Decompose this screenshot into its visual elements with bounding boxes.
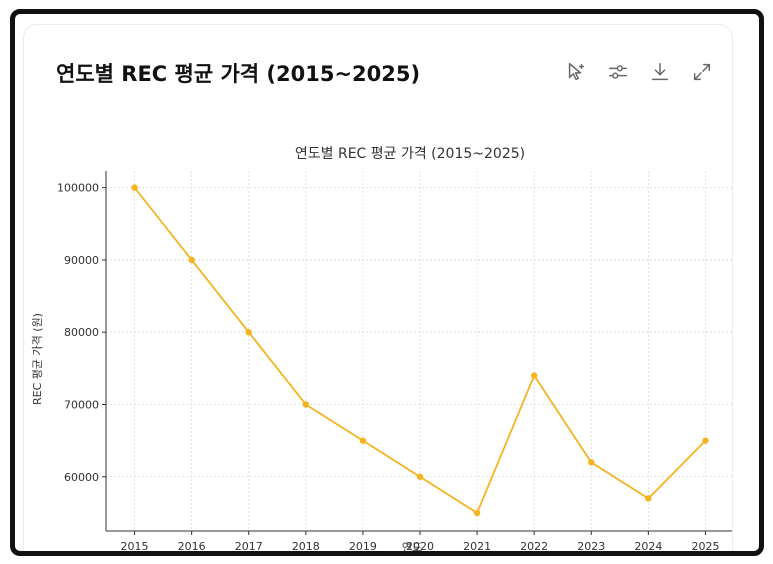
chart-title: 연도별 REC 평균 가격 (2015~2025) [295,146,525,162]
x-tick-label: 2023 [577,540,605,553]
expand-icon [693,63,711,81]
sliders-button[interactable] [604,58,632,86]
x-tick-label: 2018 [292,540,320,553]
data-point [359,437,367,444]
tick-labels: 2015 2016 2017 2018 2019 2020 2021 2022 2023 2024… [57,182,719,553]
grid-lines [106,171,732,531]
sliders-icon [609,65,627,79]
y-tick-label: 80000 [64,326,99,339]
download-button[interactable] [646,58,674,86]
x-tick-label: 2016 [178,540,206,553]
screenshot-frame: 연도별 REC 평균 가격 (2015~2025) [10,9,764,556]
data-point [416,473,424,480]
download-icon [651,63,669,81]
series-layer [131,184,709,517]
y-tick-label: 70000 [64,398,99,411]
data-point [131,184,138,191]
x-tick-label: 2022 [520,540,548,553]
x-tick-label: 2024 [634,540,662,553]
y-tick-label: 100000 [57,182,99,195]
cursor-sparkle-button[interactable] [562,58,590,86]
x-tick-label: 2021 [463,540,491,553]
chart-card: 연도별 REC 평균 가격 (2015~2025) [23,24,733,554]
y-axis-label: REC 평균 가격 (원) [31,313,44,405]
data-point [645,495,652,502]
card-title: 연도별 REC 평균 가격 (2015~2025) [56,62,421,86]
data-point [302,401,310,408]
y-tick-label: 90000 [64,254,99,267]
data-point [473,509,481,517]
data-point [245,329,252,336]
x-tick-label: 2025 [691,540,719,553]
x-tick-label: 2015 [121,540,149,553]
data-point [530,372,538,379]
line-chart: 연도별 REC 평균 가격 (2015~2025) 연도 REC 평균 가격 (… [31,146,732,554]
x-tick-label: 2019 [349,540,377,553]
data-point [188,256,195,264]
y-tick-label: 60000 [64,471,99,484]
x-axis-label: 연도 [402,541,422,554]
x-tick-label: 2017 [235,540,263,553]
data-point [702,437,709,444]
x-tick-label: 2020 [406,540,434,553]
chart-toolbar [562,58,716,86]
cursor-sparkle-icon [568,63,585,81]
expand-button[interactable] [688,58,716,86]
data-point [588,459,595,466]
axes [102,171,732,535]
